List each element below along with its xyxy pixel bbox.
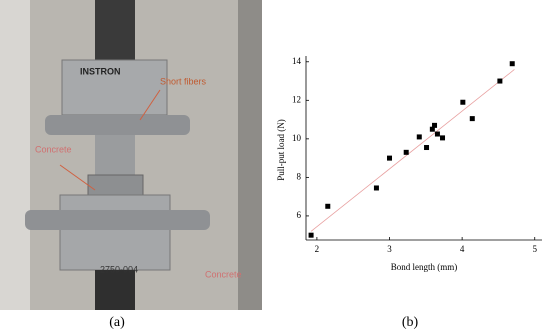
point bbox=[373, 185, 379, 191]
photo-label: Concrete bbox=[35, 144, 72, 154]
photo-label: 2750-004 bbox=[100, 264, 138, 274]
specimen-holder bbox=[95, 135, 135, 175]
pointer bbox=[139, 89, 161, 121]
photo: INSTRON 2750-004 Short fibers Concrete C… bbox=[0, 0, 262, 310]
point bbox=[424, 145, 430, 151]
point bbox=[440, 135, 446, 141]
point bbox=[509, 61, 515, 67]
y-tick-label: 8 bbox=[297, 171, 302, 181]
y-tick-label: 10 bbox=[292, 133, 302, 143]
point bbox=[429, 126, 435, 132]
lower-bolt bbox=[25, 210, 210, 230]
x-tick-label: 5 bbox=[532, 244, 537, 254]
point bbox=[403, 149, 409, 155]
point bbox=[325, 203, 331, 209]
caption: (b) bbox=[402, 315, 419, 330]
point bbox=[434, 131, 440, 137]
frame-left bbox=[0, 0, 30, 310]
frame-right bbox=[238, 0, 262, 310]
point bbox=[416, 134, 422, 140]
point bbox=[469, 116, 475, 122]
photo-label: Concrete bbox=[205, 269, 242, 279]
rod-top bbox=[95, 0, 135, 60]
x-tick-label: 2 bbox=[315, 244, 320, 254]
y-tick-label: 14 bbox=[292, 56, 302, 66]
point bbox=[497, 78, 503, 84]
upper-bolt bbox=[45, 115, 190, 135]
point bbox=[432, 122, 438, 128]
y-tick-label: 12 bbox=[292, 94, 301, 104]
point bbox=[387, 155, 393, 161]
x-axis-label: Bond length (mm) bbox=[391, 262, 458, 272]
point bbox=[308, 232, 314, 238]
x-tick-label: 3 bbox=[387, 244, 392, 254]
x-tick-label: 4 bbox=[460, 244, 465, 254]
point bbox=[460, 99, 466, 105]
y-tick-label: 6 bbox=[297, 210, 302, 220]
y-axis-label: Pull-put load (N) bbox=[276, 119, 286, 181]
photo-label: INSTRON bbox=[80, 66, 121, 76]
trend-line bbox=[310, 69, 515, 232]
lower-grip bbox=[59, 194, 171, 271]
photo-label: Short fibers bbox=[160, 76, 207, 86]
rod-bottom bbox=[95, 270, 135, 310]
caption: (a) bbox=[109, 315, 125, 330]
pointer bbox=[59, 164, 96, 191]
